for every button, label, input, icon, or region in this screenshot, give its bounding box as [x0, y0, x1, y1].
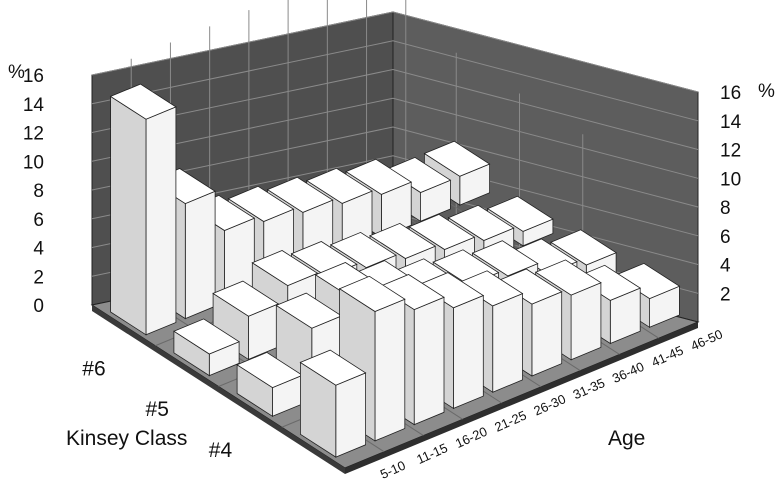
z-tick-left: 6: [33, 210, 44, 231]
z-tick-right: 12: [720, 141, 741, 162]
z-tick-left: 4: [33, 239, 44, 260]
kinsey-tick: #4: [209, 439, 233, 462]
kinsey-tick: #6: [82, 357, 105, 380]
bar-class3-5-10: [299, 349, 367, 458]
age-tick: 46-50: [688, 326, 724, 353]
bar-class5-5-10: [173, 318, 240, 377]
z-tick-left: 8: [33, 181, 44, 202]
z-tick-left: 16: [23, 66, 44, 87]
z-tick-left: 2: [33, 267, 44, 288]
bar-class5-11-15: [212, 280, 280, 361]
age-tick: 36-40: [610, 359, 646, 386]
z-gridline: [91, 68, 699, 150]
z-tick-right: 10: [720, 169, 741, 190]
bar-class6-5-10: [109, 83, 177, 336]
z-tick-right: 14: [720, 112, 742, 133]
floor-edge-left: [92, 305, 345, 474]
age-tick: 16-20: [453, 424, 489, 451]
age-tick: 41-45: [649, 343, 685, 370]
z-gridline: [91, 40, 699, 122]
age-tick: 31-35: [571, 375, 607, 402]
age-tick: 5-10: [378, 458, 408, 480]
z-tick-right: 16: [720, 83, 741, 104]
chart-bars: [109, 83, 681, 458]
z-tick-left: 14: [23, 95, 45, 116]
z-tick-left: 12: [23, 124, 44, 145]
age-axis-label: Age: [608, 427, 645, 450]
z-gridline: [91, 126, 699, 208]
z-tick-right: 8: [720, 198, 731, 219]
bar-class6-46-50: [423, 140, 491, 206]
kinsey-axis-label: Kinsey Class: [66, 427, 187, 450]
z-tick-left: 0: [33, 296, 44, 317]
z-tick-left: 10: [23, 152, 44, 173]
bar-class4-5-10: [236, 351, 304, 418]
age-tick: 26-30: [531, 391, 567, 418]
floor-edge-right: [345, 322, 698, 474]
z-tick-right: 6: [720, 227, 731, 248]
z-axis-label-left: %: [8, 62, 25, 83]
z-tick-right: 4: [720, 256, 731, 277]
z-gridline: [91, 11, 699, 93]
age-tick: 21-25: [492, 407, 528, 434]
age-tick: 11-15: [414, 440, 450, 467]
z-gridline: [91, 97, 699, 179]
z-axis-label-right: %: [758, 81, 775, 102]
kinsey-tick: #5: [146, 398, 169, 421]
z-tick-right: 2: [720, 284, 731, 305]
